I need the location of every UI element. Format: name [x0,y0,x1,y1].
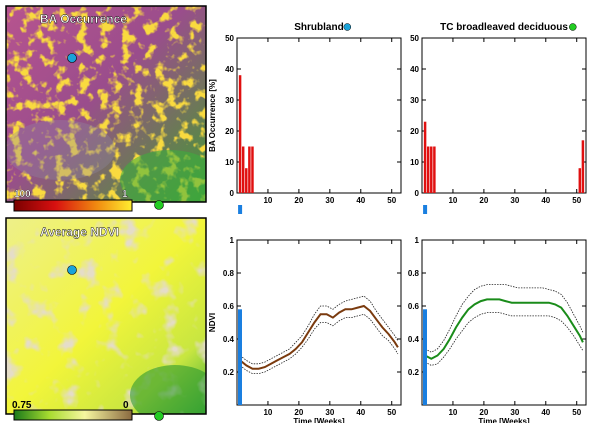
ba-bar [251,146,254,193]
x-axis-label: Time [Weeks] [293,417,345,423]
y-tick-label: 20 [225,127,234,136]
ba-scale-right: 1 [122,189,128,200]
broadleaved-ba-chart: 0 10 20 30 40 50 10 20 30 40 50 TC broadleaved deci… [410,22,587,214]
ndvi-map-title: Average NDVI [40,225,119,239]
ba-bar [238,75,242,193]
y-tick-label: 0.8 [408,269,420,278]
x-tick-label: 20 [294,408,303,417]
upper-envelope-line [424,284,584,353]
y-tick-label: 50 [410,34,419,43]
y-tick-label: 40 [410,65,419,74]
y-tick-label: 40 [225,65,234,74]
ba-map-title: BA Occurrence [40,12,127,26]
ba-bar [245,168,248,193]
x-tick-label: 50 [387,196,396,205]
ndvi-mean-line [424,298,584,360]
ba-bar [423,121,427,193]
current-ndvi-marker [238,309,242,405]
x-tick-label: 30 [510,196,519,205]
x-tick-label: 10 [448,196,457,205]
ndvi-scale-right: 0 [123,400,129,411]
broadleaved-ndvi-chart: 0.2 0.4 0.6 0.8 1 10 20 30 40 50 Time [Weeks] [408,236,587,423]
y-tick-label: 1 [230,236,235,245]
lower-envelope-line [239,313,399,375]
ba-bar [581,140,585,193]
shrubland-ndvi-chart: 0.2 0.4 0.6 0.8 1 10 20 30 40 50 NDVI Time [Weeks] [208,236,402,423]
plot-frame [236,37,402,194]
ba-bar [248,146,251,193]
ba-scale-left: 100 [14,189,31,200]
x-tick-label: 30 [325,196,334,205]
y-tick-label: 1 [415,236,420,245]
shrubland-location-marker-ndvi [67,265,77,275]
y-tick-label: 20 [410,127,419,136]
x-tick-label: 50 [387,408,396,417]
y-tick-label: 0.4 [223,335,235,344]
shrubland-ba-chart: 0 10 20 30 40 50 10 20 30 40 50 Shrubland BA Occurre… [208,22,402,214]
chart-title: Shrubland [294,22,343,33]
x-tick-label: 30 [510,408,519,417]
y-tick-label: 30 [410,96,419,105]
y-tick-label: 0 [230,189,235,198]
upper-envelope-line [239,295,399,365]
y-axis-label: BA Occurrence [%] [208,79,217,152]
x-tick-label: 40 [541,408,550,417]
shrubland-location-marker [67,53,77,63]
x-tick-label: 50 [572,408,581,417]
y-tick-label: 30 [225,96,234,105]
y-axis-label: NDVI [208,313,217,332]
y-tick-label: 0 [415,189,420,198]
ba-bar [578,168,582,193]
title-location-dot [569,23,577,31]
x-tick-label: 10 [448,408,457,417]
ba-bar [241,146,245,193]
x-tick-label: 30 [325,408,334,417]
x-tick-label: 20 [294,196,303,205]
broadleaved-location-marker-ndvi [154,411,164,421]
y-tick-label: 10 [225,158,234,167]
x-tick-label: 50 [572,196,581,205]
current-week-marker [238,205,243,214]
ba-occurrence-map [6,6,206,202]
ba-bar [426,146,430,193]
x-tick-label: 40 [356,408,365,417]
broadleaved-location-marker [154,200,164,210]
y-tick-label: 0.4 [408,335,420,344]
y-tick-label: 10 [410,158,419,167]
ndvi-mean-line [239,304,399,370]
x-tick-label: 10 [263,196,272,205]
title-location-dot [343,23,352,31]
current-ndvi-marker [423,309,427,405]
lower-envelope-line [424,312,584,366]
y-tick-label: 0.6 [223,302,235,311]
ndvi-scale-left: 0.75 [12,400,32,411]
x-tick-label: 20 [479,408,488,417]
y-tick-label: 50 [225,34,234,43]
ndvi-map [6,218,206,414]
ba-color-scale [13,199,133,212]
ndvi-color-scale [13,409,133,421]
x-tick-label: 10 [263,408,272,417]
x-tick-label: 40 [541,196,550,205]
x-tick-label: 40 [356,196,365,205]
plot-frame [421,239,587,406]
y-tick-label: 0.2 [408,368,420,377]
x-tick-label: 20 [479,196,488,205]
chart-title: TC broadleaved deciduous [440,22,568,33]
y-tick-label: 0.6 [408,302,420,311]
ba-bar [430,146,433,193]
plot-frame [236,239,402,406]
plot-frame [421,37,587,194]
ba-bar [433,146,436,193]
y-tick-label: 0.8 [223,269,235,278]
x-axis-label: Time [Weeks] [478,417,530,423]
y-tick-label: 0.2 [223,368,235,377]
current-week-marker [423,205,428,214]
